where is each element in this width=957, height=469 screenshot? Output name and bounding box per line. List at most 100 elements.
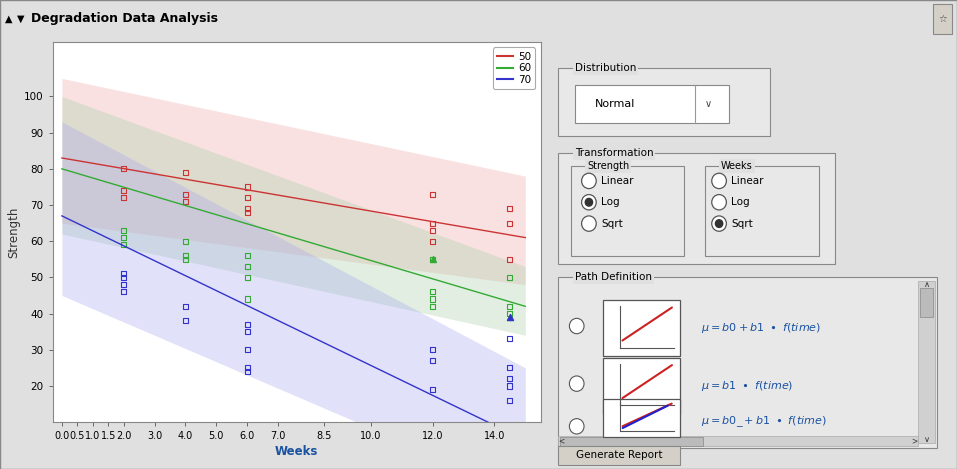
X-axis label: Weeks: Weeks	[275, 445, 319, 458]
FancyBboxPatch shape	[559, 436, 919, 446]
Point	[425, 256, 440, 263]
FancyBboxPatch shape	[570, 166, 684, 256]
Circle shape	[582, 195, 596, 210]
Point	[116, 187, 131, 194]
Circle shape	[569, 318, 584, 334]
Text: >: >	[911, 437, 918, 446]
Point	[239, 321, 255, 328]
FancyBboxPatch shape	[933, 4, 952, 34]
Point	[502, 375, 518, 382]
Point	[425, 346, 440, 354]
Text: Degradation Data Analysis: Degradation Data Analysis	[31, 12, 217, 25]
FancyBboxPatch shape	[603, 301, 680, 356]
Point	[239, 252, 255, 259]
Point	[178, 256, 193, 263]
Point	[502, 273, 518, 281]
Point	[239, 209, 255, 216]
Text: Linear: Linear	[731, 176, 764, 186]
Point	[178, 303, 193, 310]
Text: Log: Log	[731, 197, 750, 207]
Point	[239, 183, 255, 191]
Point	[502, 313, 518, 321]
Point	[502, 364, 518, 371]
Point	[502, 256, 518, 263]
Text: Linear: Linear	[601, 176, 634, 186]
Point	[502, 397, 518, 404]
Circle shape	[569, 419, 584, 434]
Point	[239, 194, 255, 202]
Circle shape	[582, 173, 596, 189]
Text: ▲: ▲	[5, 14, 12, 24]
Point	[425, 256, 440, 263]
Text: $\mu = b1\ \bullet\ f(time)$: $\mu = b1\ \bullet\ f(time)$	[701, 379, 793, 393]
Point	[239, 364, 255, 371]
Text: Distribution: Distribution	[574, 63, 636, 73]
Point	[239, 295, 255, 303]
Point	[502, 382, 518, 390]
Circle shape	[712, 216, 726, 231]
FancyBboxPatch shape	[603, 358, 680, 414]
FancyBboxPatch shape	[603, 399, 680, 437]
Point	[116, 270, 131, 278]
Text: Log: Log	[601, 197, 620, 207]
Text: Strength: Strength	[587, 161, 629, 171]
Circle shape	[582, 216, 596, 231]
Text: Path Definition: Path Definition	[574, 272, 652, 282]
Text: $\mu = b0\_ + b1\ \bullet\ f(time)$: $\mu = b0\_ + b1\ \bullet\ f(time)$	[701, 415, 827, 430]
Point	[116, 234, 131, 242]
FancyBboxPatch shape	[559, 277, 937, 447]
Point	[178, 190, 193, 198]
Point	[178, 317, 193, 325]
FancyBboxPatch shape	[920, 287, 933, 318]
Point	[425, 219, 440, 227]
Text: ∧: ∧	[924, 280, 929, 289]
Y-axis label: Strength: Strength	[7, 206, 20, 258]
FancyBboxPatch shape	[559, 153, 835, 264]
Point	[116, 273, 131, 281]
Text: ∨: ∨	[705, 99, 712, 109]
Point	[425, 295, 440, 303]
Circle shape	[569, 376, 584, 391]
Text: $\mu = b0 + b1\ \bullet\ f(time)$: $\mu = b0 + b1\ \bullet\ f(time)$	[701, 321, 821, 335]
Text: Generate Report: Generate Report	[576, 450, 662, 460]
Text: Normal: Normal	[595, 99, 635, 109]
Text: Transformation: Transformation	[574, 148, 654, 158]
Point	[502, 310, 518, 318]
Circle shape	[712, 173, 726, 189]
Text: Sqrt: Sqrt	[601, 219, 623, 228]
FancyBboxPatch shape	[559, 68, 770, 136]
Legend: 50, 60, 70: 50, 60, 70	[493, 47, 536, 89]
Point	[178, 237, 193, 245]
Circle shape	[586, 198, 592, 206]
Point	[178, 169, 193, 176]
Point	[116, 241, 131, 249]
Point	[116, 194, 131, 202]
Point	[116, 165, 131, 173]
Point	[425, 303, 440, 310]
Point	[425, 288, 440, 295]
Point	[116, 288, 131, 295]
Text: ▼: ▼	[17, 14, 25, 24]
Text: Weeks: Weeks	[722, 161, 753, 171]
FancyBboxPatch shape	[574, 85, 729, 123]
Point	[425, 227, 440, 234]
Text: Sqrt: Sqrt	[731, 219, 753, 228]
Point	[239, 273, 255, 281]
Point	[239, 346, 255, 354]
Text: ∨: ∨	[924, 435, 929, 444]
Point	[116, 227, 131, 234]
Point	[425, 386, 440, 393]
Text: <: <	[559, 437, 565, 446]
Point	[425, 237, 440, 245]
FancyBboxPatch shape	[559, 446, 680, 465]
Text: ☆: ☆	[938, 14, 947, 24]
Point	[239, 205, 255, 212]
Circle shape	[716, 220, 723, 227]
FancyBboxPatch shape	[561, 437, 702, 446]
Point	[239, 328, 255, 335]
FancyBboxPatch shape	[705, 166, 819, 256]
Point	[502, 335, 518, 343]
Point	[425, 357, 440, 364]
FancyBboxPatch shape	[919, 281, 935, 443]
Point	[502, 313, 518, 321]
